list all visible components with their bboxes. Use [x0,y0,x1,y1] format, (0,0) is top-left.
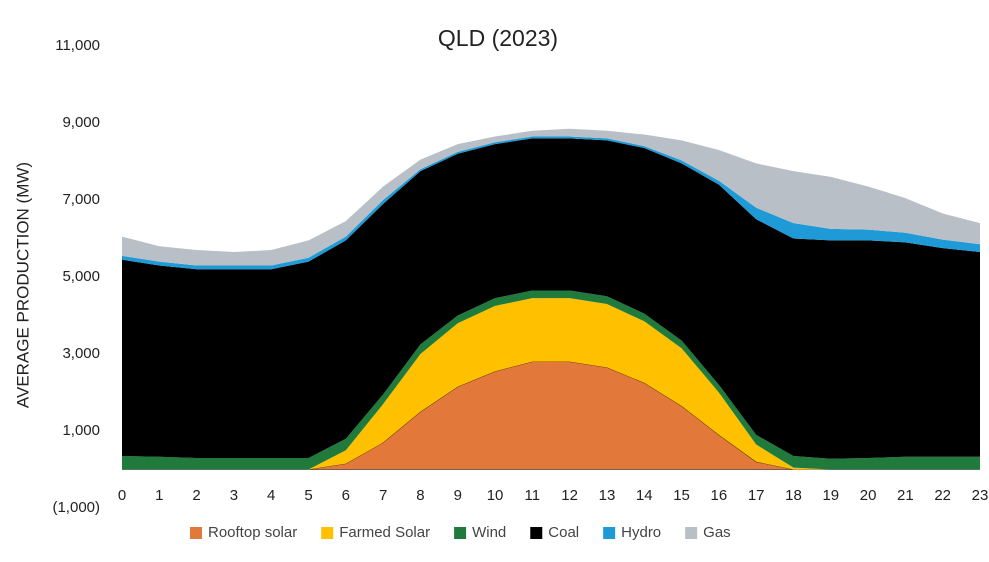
x-tick-label: 4 [267,487,275,504]
legend-swatch [454,527,467,539]
legend-label: Rooftop solar [208,524,297,541]
legend-swatch [685,527,698,539]
x-tick-label: 21 [897,487,914,504]
x-tick-label: 10 [487,487,504,504]
area [122,138,980,459]
x-tick-label: 11 [525,487,541,504]
y-axis-title: AVERAGE PRODUCTION (MW) [13,162,32,408]
x-tick-label: 19 [822,487,839,504]
legend-swatch [321,527,334,539]
x-tick-label: 23 [972,487,989,504]
chart-title: QLD (2023) [438,25,558,51]
x-tick-label: 14 [636,487,653,504]
y-tick-label: 1,000 [62,422,100,439]
x-tick-label: 3 [230,487,238,504]
x-tick-label: 22 [934,487,951,504]
x-tick-label: 17 [748,487,765,504]
x-tick-label: 7 [379,487,387,504]
x-tick-label: 15 [673,487,690,504]
y-tick-label: 3,000 [62,345,100,362]
x-tick-label: 12 [561,487,578,504]
x-tick-label: 13 [599,487,616,504]
legend-label: Gas [703,524,731,541]
legend-swatch [190,527,202,539]
legend-label: Farmed Solar [339,524,430,541]
x-tick-label: 0 [118,487,126,504]
x-tick-label: 16 [711,487,728,504]
x-tick-label: 8 [416,487,424,504]
y-tick-label: (1,000) [52,499,100,516]
legend-swatch [603,527,616,539]
y-tick-label: 9,000 [62,114,100,131]
legend-label: Coal [548,524,579,541]
x-tick-label: 6 [342,487,350,504]
x-tick-label: 20 [860,487,877,504]
x-tick-label: 9 [454,487,462,504]
y-tick-label: 5,000 [62,268,100,285]
legend-label: Hydro [621,524,661,541]
x-tick-label: 18 [785,487,802,504]
x-tick-label: 2 [192,487,200,504]
x-tick-label: 5 [304,487,312,504]
y-tick-label: 7,000 [62,191,100,208]
y-tick-label: 11,000 [55,37,100,54]
legend-swatch [530,527,543,539]
area [122,298,980,470]
legend-label: Wind [472,524,506,541]
x-tick-label: 1 [155,487,163,504]
area [122,128,980,266]
